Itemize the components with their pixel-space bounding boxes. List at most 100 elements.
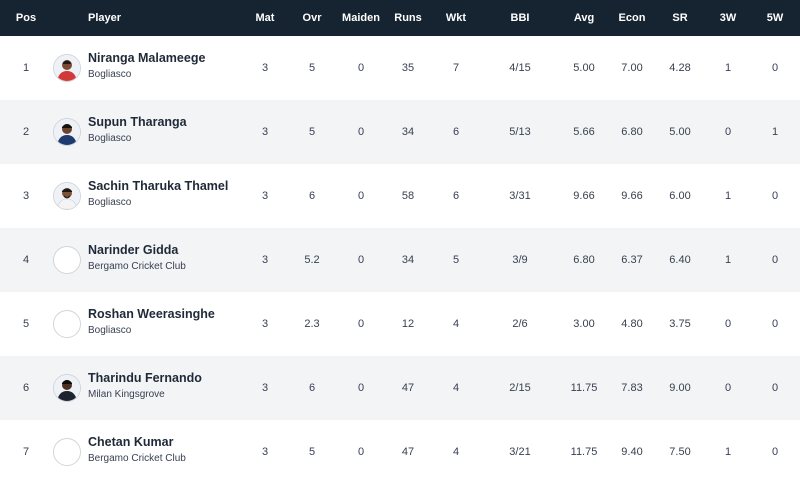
mat-cell: 3 [261,382,269,394]
player-name[interactable]: Tharindu Fernando [88,371,202,385]
player-photo-icon [54,375,80,401]
avg-cell: 11.75 [570,382,598,394]
header-wkt[interactable]: Wkt [445,12,467,24]
sr-cell: 6.00 [669,190,691,202]
table-row[interactable]: 4 Narinder Gidda Bergamo Cricket Club 3 … [0,228,800,293]
maiden-cell: 0 [357,126,365,138]
player-avatar-placeholder [53,310,81,338]
player-team: Bogliasco [88,133,132,144]
wkt-cell: 7 [452,62,460,74]
sr-cell: 3.75 [669,318,691,330]
five-w-cell: 0 [771,318,779,330]
ovr-cell: 5.2 [304,254,320,266]
player-team: Bogliasco [88,325,132,336]
bbi-cell: 3/9 [512,254,528,266]
three-w-cell: 0 [724,126,732,138]
econ-cell: 6.37 [621,254,643,266]
header-avg[interactable]: Avg [573,12,595,24]
wkt-cell: 4 [452,382,460,394]
header-player[interactable]: Player [88,12,122,24]
econ-cell: 4.80 [621,318,643,330]
ovr-cell: 5 [308,62,316,74]
mat-cell: 3 [261,318,269,330]
bbi-cell: 5/13 [509,126,531,138]
player-avatar [53,118,81,146]
player-name[interactable]: Sachin Tharuka Thamel [88,179,229,193]
wkt-cell: 5 [452,254,460,266]
sr-cell: 9.00 [669,382,691,394]
wkt-cell: 4 [452,446,460,458]
player-avatar [53,182,81,210]
econ-cell: 9.40 [621,446,643,458]
runs-cell: 35 [401,62,415,74]
header-pos[interactable]: Pos [15,12,37,24]
maiden-cell: 0 [357,254,365,266]
table-row[interactable]: 7 Chetan Kumar Bergamo Cricket Club 3 5 … [0,420,800,484]
maiden-cell: 0 [357,190,365,202]
header-runs[interactable]: Runs [394,12,422,24]
player-name[interactable]: Niranga Malameege [88,51,206,65]
player-avatar-placeholder [53,438,81,466]
ovr-cell: 5 [308,126,316,138]
player-name[interactable]: Supun Tharanga [88,115,187,129]
ovr-cell: 2.3 [304,318,320,330]
pos-cell: 3 [22,190,30,202]
table-row[interactable]: 2 Supun Tharanga Bogliasco 3 5 0 34 6 5/… [0,100,800,165]
player-avatar [53,54,81,82]
player-team: Bogliasco [88,197,132,208]
player-photo-icon [54,55,80,81]
player-avatar [53,374,81,402]
mat-cell: 3 [261,126,269,138]
econ-cell: 7.83 [621,382,643,394]
five-w-cell: 0 [771,382,779,394]
ovr-cell: 6 [308,190,316,202]
player-name[interactable]: Chetan Kumar [88,435,174,449]
three-w-cell: 0 [724,382,732,394]
five-w-cell: 0 [771,446,779,458]
wkt-cell: 4 [452,318,460,330]
header-econ[interactable]: Econ [618,12,646,24]
maiden-cell: 0 [357,382,365,394]
header-ovr[interactable]: Ovr [302,12,322,24]
runs-cell: 58 [401,190,415,202]
avg-cell: 6.80 [573,254,595,266]
econ-cell: 7.00 [621,62,643,74]
player-team: Bergamo Cricket Club [88,453,186,464]
avg-cell: 5.00 [573,62,595,74]
three-w-cell: 1 [724,190,732,202]
mat-cell: 3 [261,62,269,74]
five-w-cell: 0 [771,62,779,74]
table-row[interactable]: 1 Niranga Malameege Bogliasco 3 5 0 35 7… [0,36,800,101]
header-mat[interactable]: Mat [255,12,275,24]
table-row[interactable]: 5 Roshan Weerasinghe Bogliasco 3 2.3 0 1… [0,292,800,357]
player-photo-icon [54,119,80,145]
header-maiden[interactable]: Maiden [342,12,380,24]
avg-cell: 5.66 [573,126,595,138]
mat-cell: 3 [261,190,269,202]
runs-cell: 47 [401,446,415,458]
bbi-cell: 4/15 [509,62,531,74]
player-name[interactable]: Roshan Weerasinghe [88,307,215,321]
table-row[interactable]: 6 Tharindu Fernando Milan Kingsgrove 3 6… [0,356,800,421]
header-sr[interactable]: SR [672,12,688,24]
wkt-cell: 6 [452,190,460,202]
bbi-cell: 2/15 [509,382,531,394]
header-bbi[interactable]: BBI [510,12,530,24]
player-team: Bogliasco [88,69,132,80]
avg-cell: 9.66 [573,190,595,202]
runs-cell: 34 [401,126,415,138]
five-w-cell: 0 [771,254,779,266]
maiden-cell: 0 [357,62,365,74]
three-w-cell: 1 [724,254,732,266]
econ-cell: 6.80 [621,126,643,138]
five-w-cell: 1 [771,126,779,138]
header-5w[interactable]: 5W [766,12,784,24]
three-w-cell: 1 [724,446,732,458]
header-3w[interactable]: 3W [719,12,737,24]
sr-cell: 4.28 [669,62,691,74]
table-row[interactable]: 3 Sachin Tharuka Thamel Bogliasco 3 6 0 … [0,164,800,229]
player-name[interactable]: Narinder Gidda [88,243,179,257]
avg-cell: 11.75 [570,446,598,458]
pos-cell: 1 [22,62,30,74]
